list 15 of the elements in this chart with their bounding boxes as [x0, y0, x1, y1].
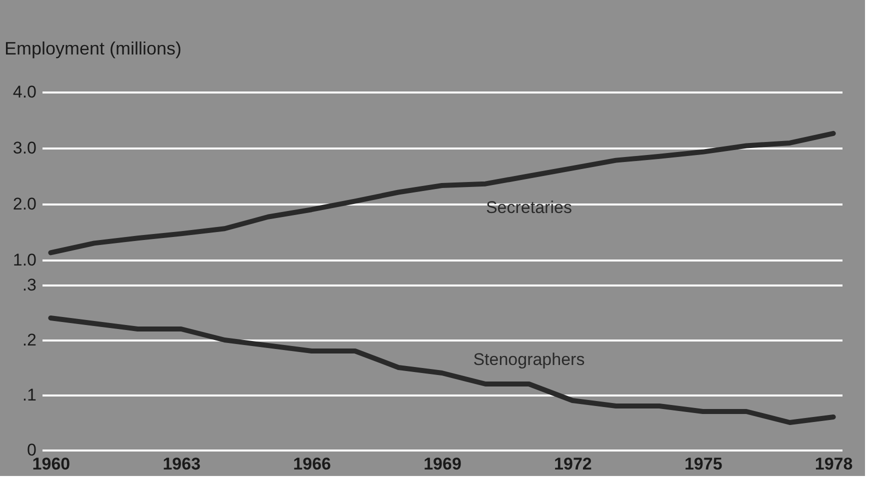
x-tick-label: 1975 [684, 454, 722, 474]
x-tick-label: 1972 [554, 454, 592, 474]
y-tick-label: 4.0 [12, 82, 36, 102]
y-tick-label: 3.0 [12, 138, 36, 158]
x-tick-label: 1963 [162, 454, 201, 474]
y-tick-label: .2 [22, 330, 36, 350]
x-tick-label: 1969 [424, 454, 462, 474]
x-tick-label: 1966 [293, 454, 331, 474]
y-tick-label: .3 [22, 276, 36, 294]
y-tick-label: 1.0 [12, 250, 36, 270]
x-tick-label: 1978 [814, 454, 853, 474]
y-tick-label: 2.0 [12, 194, 36, 214]
y-tick-label: .1 [22, 386, 36, 404]
y-axis-title: Employment (millions) [4, 38, 182, 58]
series-label: Stenographers [473, 350, 585, 369]
